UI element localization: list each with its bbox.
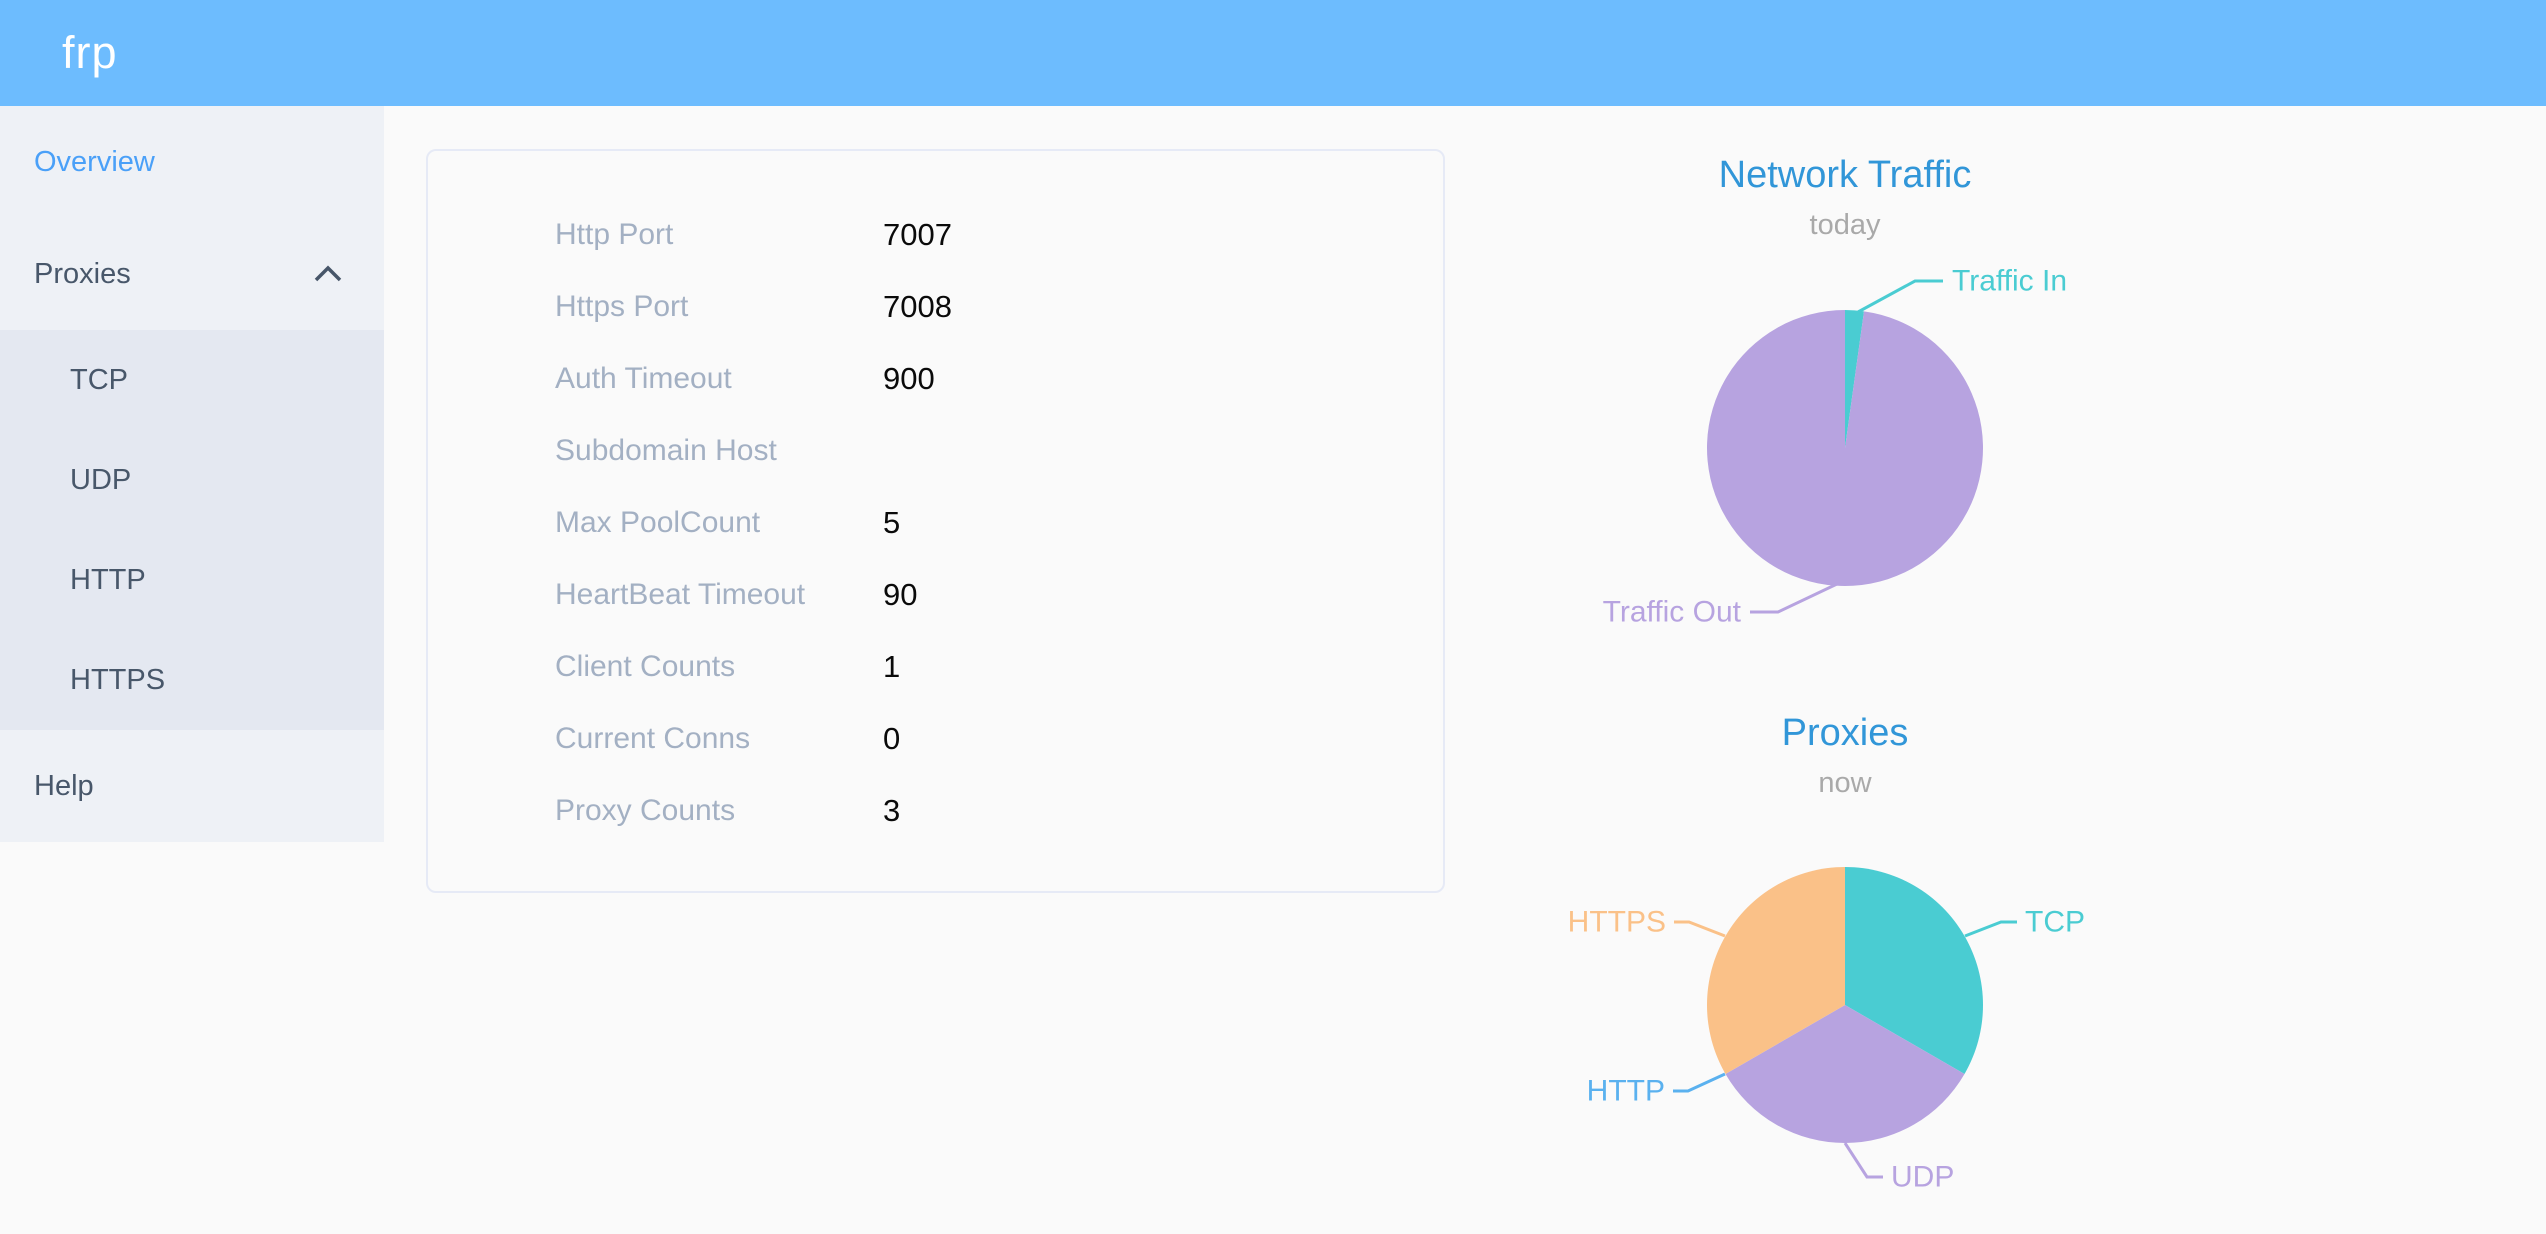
- server-info-card: Http Port 7007 Https Port 7008 Auth Timeout 9…: [426, 149, 1445, 893]
- info-value: 7008: [883, 289, 952, 324]
- info-row: Http Port 7007: [428, 199, 1443, 271]
- info-label: HeartBeat Timeout: [555, 578, 806, 611]
- info-row: Current Conns 0: [428, 703, 1443, 775]
- pie-slice-tcp[interactable]: [1845, 867, 1983, 1074]
- pie-label-line-traffic-in: [1857, 279, 1943, 314]
- info-value: 5: [883, 505, 901, 540]
- info-row: Https Port 7008: [428, 271, 1443, 343]
- info-row: Proxy Counts 3: [428, 775, 1443, 847]
- info-value: 0: [883, 721, 901, 756]
- sidebar-item-label: Help: [34, 769, 94, 802]
- info-label: Http Port: [555, 218, 674, 251]
- pie-label-udp: UDP: [1891, 1161, 1954, 1194]
- chart-title: Network Traffic: [1718, 154, 1972, 196]
- pie-label-line-traffic-out: [1750, 582, 1838, 614]
- network-traffic-chart: Traffic In Traffic Out Network Traffic to…: [1445, 150, 2245, 660]
- pie-slice-traffic-out[interactable]: [1706, 310, 1983, 586]
- proxies-pie: TCP UDP HTTP HTTPS: [1568, 867, 2085, 1194]
- proxies-chart: TCP UDP HTTP HTTPS Proxies now: [1445, 700, 2245, 1234]
- pie-label-traffic-in: Traffic In: [1952, 265, 2067, 298]
- network-traffic-pie: Traffic In Traffic Out: [1603, 265, 2067, 629]
- info-value: 7007: [883, 217, 952, 252]
- info-value: 3: [883, 793, 901, 828]
- proxies-submenu: TCP UDP HTTP HTTPS: [0, 330, 384, 730]
- info-label: Https Port: [555, 290, 689, 323]
- sidebar-item-help[interactable]: Help: [0, 730, 384, 842]
- info-label: Max PoolCount: [555, 506, 761, 539]
- pie-label-https: HTTPS: [1568, 906, 1666, 939]
- pie-label-line-udp: [1843, 1142, 1883, 1179]
- pie-label-line-tcp: [1964, 920, 2017, 938]
- info-label: Proxy Counts: [555, 794, 736, 827]
- sidebar-item-https[interactable]: HTTPS: [0, 630, 384, 730]
- info-label: Auth Timeout: [555, 362, 732, 395]
- sidebar-item-overview[interactable]: Overview: [0, 106, 384, 218]
- sidebar-item-proxies[interactable]: Proxies: [0, 218, 384, 330]
- info-label: Client Counts: [555, 650, 736, 683]
- app-logo: frp: [62, 27, 118, 78]
- pie-label-line-http: [1673, 1072, 1726, 1093]
- sidebar-item-udp[interactable]: UDP: [0, 430, 384, 530]
- pie-label-http: HTTP: [1587, 1075, 1665, 1108]
- sidebar-item-label: HTTP: [70, 563, 146, 596]
- sidebar-item-http[interactable]: HTTP: [0, 530, 384, 630]
- info-row: Client Counts 1: [428, 631, 1443, 703]
- info-label: Subdomain Host: [555, 434, 777, 467]
- sidebar-item-label: HTTPS: [70, 663, 166, 696]
- chart-subtitle: now: [1818, 767, 1872, 799]
- sidebar-item-label: TCP: [70, 363, 128, 396]
- sidebar-item-label: UDP: [70, 463, 132, 496]
- chevron-up-icon: [312, 264, 344, 284]
- info-value: 900: [883, 361, 935, 396]
- info-row: HeartBeat Timeout 90: [428, 559, 1443, 631]
- sidebar-item-label: Overview: [34, 145, 155, 178]
- chart-title: Proxies: [1781, 712, 1909, 754]
- info-row: Max PoolCount 5: [428, 487, 1443, 559]
- pie-label-tcp: TCP: [2025, 906, 2085, 939]
- info-row: Subdomain Host: [428, 415, 1443, 487]
- pie-slice-udp[interactable]: [1725, 1005, 1965, 1143]
- app-header: frp: [0, 0, 2546, 106]
- pie-label-line-https: [1674, 920, 1726, 938]
- pie-slice-https[interactable]: [1707, 867, 1845, 1074]
- info-value: 90: [883, 577, 918, 612]
- sidebar-item-tcp[interactable]: TCP: [0, 330, 384, 430]
- info-row: Auth Timeout 900: [428, 343, 1443, 415]
- sidebar-menu: Overview Proxies TCP UDP HTTP HTTPS Help: [0, 106, 384, 842]
- info-label: Current Conns: [555, 722, 751, 755]
- sidebar-item-label: Proxies: [34, 257, 131, 290]
- pie-label-traffic-out: Traffic Out: [1603, 596, 1742, 629]
- info-value: 1: [883, 649, 901, 684]
- pie-slice-traffic-in[interactable]: [1845, 310, 1865, 448]
- chart-subtitle: today: [1809, 209, 1881, 241]
